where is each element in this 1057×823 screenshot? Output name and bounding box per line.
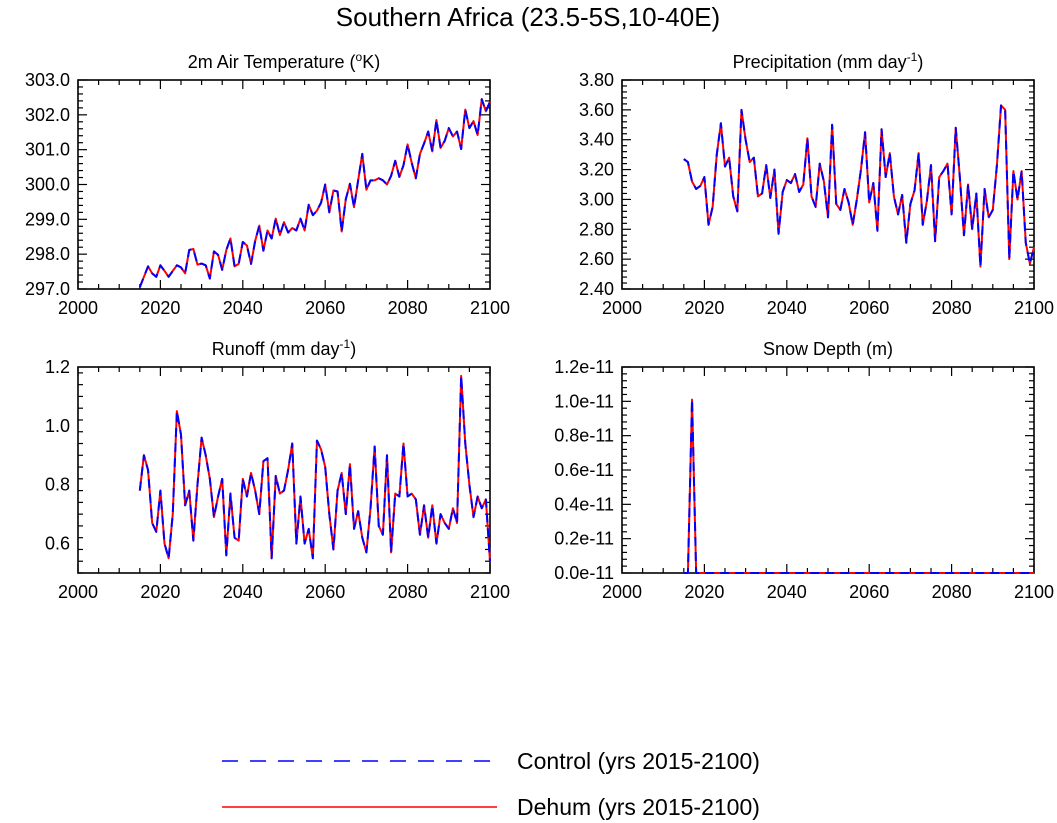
plot-frame	[621, 366, 1035, 574]
panel-title-superscript: -1	[340, 337, 351, 351]
series-line-control	[138, 98, 491, 288]
x-tick-label: 2040	[223, 298, 263, 318]
panel-title-text: Precipitation (mm day	[733, 52, 907, 72]
x-tick-label: 2020	[140, 582, 180, 602]
x-tick-label: 2060	[305, 582, 345, 602]
plot-frame	[621, 79, 1035, 290]
panel-title-text: 2m Air Temperature (	[188, 52, 356, 72]
x-tick-label: 2080	[932, 582, 972, 602]
x-tick-label: 2020	[684, 298, 724, 318]
x-tick-label: 2040	[767, 298, 807, 318]
y-tick-label: 3.60	[579, 100, 614, 120]
y-tick-label: 3.20	[579, 160, 614, 180]
y-tick-label: 298.0	[25, 244, 70, 264]
series-line-dehum	[683, 398, 1034, 574]
y-tick-label: 2.80	[579, 219, 614, 239]
panel-title-runoff: Runoff (mm day-1)	[212, 337, 356, 359]
x-tick-label: 2060	[849, 298, 889, 318]
y-tick-label: 1.0	[45, 416, 70, 436]
y-tick-label: 300.0	[25, 175, 70, 195]
panel-title-precipitation: Precipitation (mm day-1)	[733, 50, 924, 72]
legend: Control (yrs 2015-2100) Dehum (yrs 2015-…	[222, 748, 760, 820]
y-tick-label: 0.8e-11	[554, 426, 614, 446]
x-tick-label: 2040	[223, 582, 263, 602]
y-tick-label: 301.0	[25, 140, 70, 160]
y-tick-label: 299.0	[25, 209, 70, 229]
plot-frame	[77, 79, 491, 290]
panel-title-text-end: )	[917, 52, 923, 72]
series-line-control	[138, 374, 491, 562]
y-tick-label: 1.2e-11	[554, 357, 614, 377]
y-tick-label: 303.0	[25, 70, 70, 90]
panels: 2m Air Temperature (oK) 2000 2020 2040 2060 2…	[25, 50, 1054, 602]
panel-runoff: Runoff (mm day-1) 2000 2020 2040 2060 2080 210…	[45, 337, 510, 602]
x-tick-label: 2040	[767, 582, 807, 602]
x-tick-label: 2000	[602, 298, 642, 318]
x-tick-label: 2020	[684, 582, 724, 602]
x-tick-label: 2060	[849, 582, 889, 602]
x-tick-label: 2000	[58, 298, 98, 318]
panel-title-text: Snow Depth (m)	[763, 339, 893, 359]
x-tick-label: 2080	[932, 298, 972, 318]
y-tick-label: 3.00	[579, 189, 614, 209]
panel-title-superscript: -1	[907, 50, 918, 64]
y-tick-label: 0.0e-11	[554, 563, 614, 583]
panel-title-temperature: 2m Air Temperature (oK)	[188, 50, 380, 72]
x-tick-label: 2100	[1014, 298, 1054, 318]
y-tick-label: 0.6	[45, 534, 70, 554]
panel-title-text-end: )	[350, 339, 356, 359]
panel-temperature: 2m Air Temperature (oK) 2000 2020 2040 2060 2…	[25, 50, 510, 318]
y-tick-label: 2.60	[579, 249, 614, 269]
x-tick-label: 2060	[305, 298, 345, 318]
panel-title-snow-depth: Snow Depth (m)	[763, 339, 893, 359]
y-tick-label: 0.4e-11	[554, 494, 614, 514]
figure-title: Southern Africa (23.5-5S,10-40E)	[336, 2, 720, 32]
y-tick-label: 1.2	[45, 357, 70, 377]
x-tick-label: 2080	[388, 582, 428, 602]
y-tick-label: 297.0	[25, 279, 70, 299]
x-tick-label: 2080	[388, 298, 428, 318]
legend-label-control: Control (yrs 2015-2100)	[517, 748, 760, 774]
series-line-control	[683, 398, 1034, 574]
y-tick-label: 0.8	[45, 475, 70, 495]
y-tick-label: 3.80	[579, 70, 614, 90]
y-tick-label: 0.6e-11	[554, 460, 614, 480]
y-tick-label: 1.0e-11	[554, 391, 614, 411]
x-tick-label: 2100	[470, 298, 510, 318]
y-tick-label: 0.2e-11	[554, 529, 614, 549]
legend-label-dehum: Dehum (yrs 2015-2100)	[517, 794, 760, 820]
panel-title-superscript: o	[356, 50, 363, 64]
x-tick-label: 2000	[58, 582, 98, 602]
series-line-control	[683, 104, 1035, 268]
panel-precipitation: Precipitation (mm day-1) 2000 2020 2040 2060…	[579, 50, 1054, 318]
x-tick-label: 2100	[470, 582, 510, 602]
x-tick-label: 2000	[602, 582, 642, 602]
panel-title-text: Runoff (mm day	[212, 339, 340, 359]
plot-frame	[77, 366, 491, 574]
x-tick-label: 2100	[1014, 582, 1054, 602]
y-tick-label: 3.40	[579, 130, 614, 150]
y-tick-label: 302.0	[25, 105, 70, 125]
y-tick-label: 2.40	[579, 279, 614, 299]
panel-title-text-end: K)	[362, 52, 380, 72]
x-tick-label: 2020	[140, 298, 180, 318]
panel-snow-depth: Snow Depth (m) 2000 2020 2040 2060 2080 2100 0.…	[554, 339, 1054, 602]
